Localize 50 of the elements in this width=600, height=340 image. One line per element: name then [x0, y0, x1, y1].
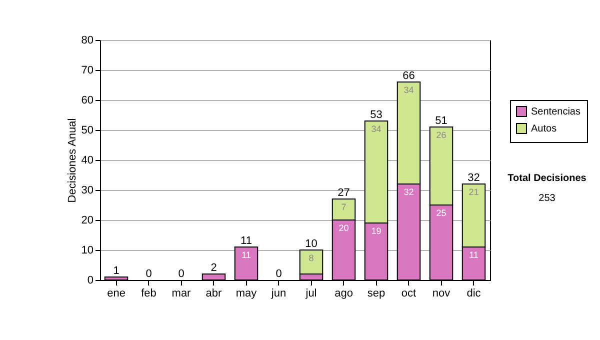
- data-label: 26: [436, 130, 446, 140]
- legend-label: Sentencias: [531, 106, 580, 118]
- y-tick-label: 60: [81, 94, 94, 106]
- total-label: 51: [435, 115, 448, 127]
- x-tick-label: may: [236, 288, 258, 300]
- x-tick-label: abr: [206, 288, 222, 300]
- y-tick-label: 20: [81, 214, 94, 226]
- total-label: 53: [370, 109, 382, 121]
- text: 253: [538, 193, 556, 204]
- data-label: 21: [468, 187, 479, 197]
- x-tick-label: oct: [401, 288, 416, 300]
- y-tick-label: 0: [87, 274, 94, 286]
- x-tick-label: feb: [141, 288, 156, 300]
- data-label: 19: [371, 226, 382, 236]
- x-tick-label: mar: [172, 288, 192, 300]
- y-tick-label: 40: [81, 154, 94, 166]
- total-label: 2: [210, 262, 217, 274]
- total-label: 0: [146, 268, 152, 280]
- y-axis-title: Decisiones Anual: [66, 118, 78, 203]
- x-tick-label: nov: [432, 288, 451, 300]
- y-tick-label: 50: [81, 124, 94, 136]
- total-label: 66: [402, 70, 415, 82]
- y-tick-label: 80: [81, 34, 94, 46]
- x-tick-label: sep: [367, 288, 386, 300]
- y-tick-label: 30: [81, 184, 94, 196]
- x-tick-label: jul: [304, 288, 317, 300]
- data-label: 8: [308, 253, 314, 263]
- total-label: 0: [276, 268, 282, 280]
- total-label: 0: [178, 268, 184, 280]
- y-tick-label: 70: [81, 64, 94, 76]
- total-label: 27: [338, 187, 350, 199]
- data-label: 34: [371, 124, 382, 134]
- total-label: 32: [468, 172, 480, 184]
- data-label: 11: [242, 250, 251, 260]
- x-tick-label: jun: [270, 288, 286, 300]
- data-label: 32: [404, 187, 414, 197]
- data-label: 7: [341, 202, 346, 212]
- x-tick-label: dic: [466, 288, 482, 300]
- x-tick-label: ago: [334, 288, 353, 300]
- total-label: 10: [305, 238, 318, 250]
- data-label: 20: [338, 223, 349, 233]
- data-label: 25: [436, 208, 446, 218]
- text: Total Decisiones: [508, 173, 587, 184]
- y-tick-label: 10: [81, 244, 94, 256]
- data-label: 34: [404, 85, 414, 95]
- legend-label: Autos: [531, 124, 557, 134]
- data-label: 11: [469, 250, 478, 260]
- total-label: 11: [240, 235, 252, 247]
- x-tick-label: ene: [107, 288, 126, 300]
- total-label: 1: [113, 265, 120, 277]
